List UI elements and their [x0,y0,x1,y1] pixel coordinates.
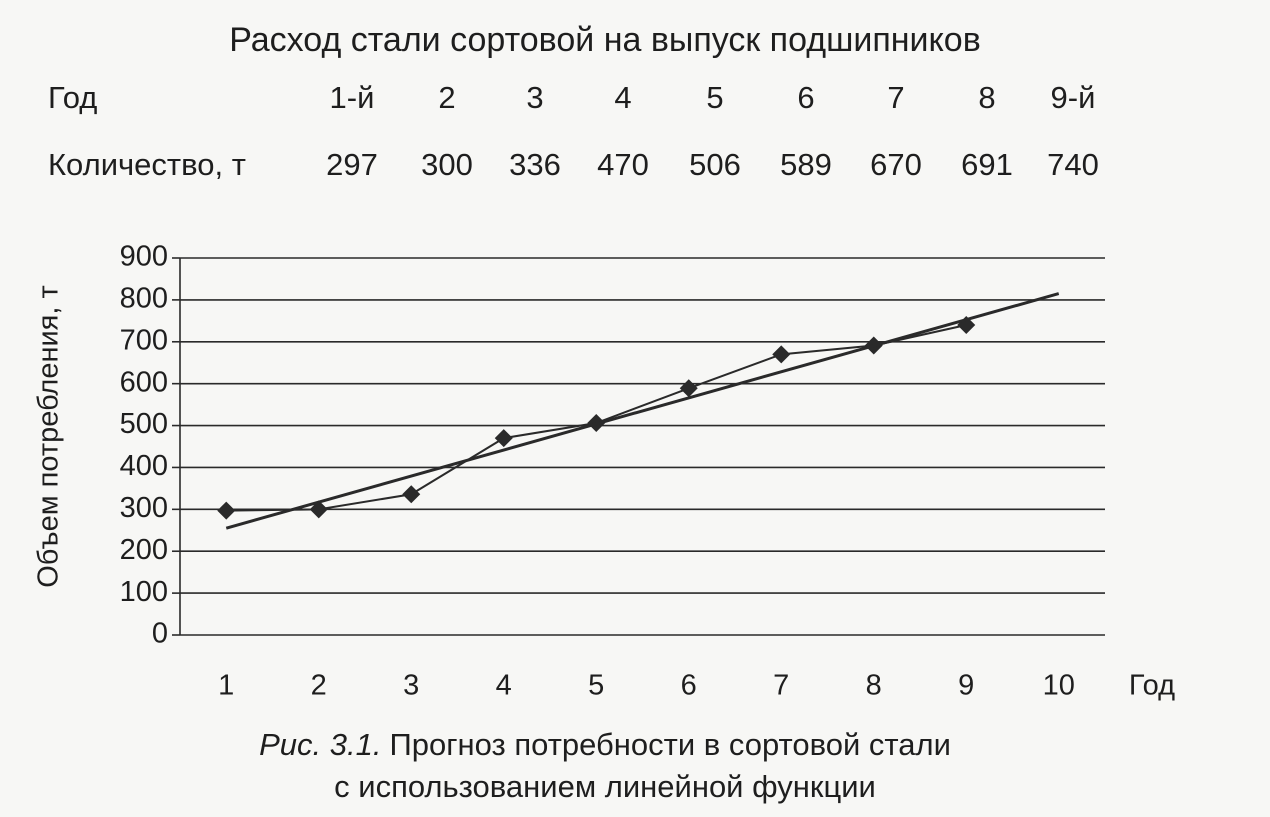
x-tick-label: 9 [958,670,974,702]
chart: 0 100 200 300 400 500 600 700 800 900 1 2 3 4 5 6 7 8 9 10 Г… [33,241,1176,702]
table-cell: 300 [421,147,473,182]
x-tick-label: 4 [496,670,512,702]
table-cell: 589 [780,147,832,182]
table-cell: 691 [961,147,1013,182]
table-cell: 7 [887,80,904,115]
y-tick-label: 300 [120,492,168,524]
table-cell: 1-й [330,80,375,115]
data-point [772,345,791,364]
y-tick-label: 100 [120,576,168,608]
table-cell: 740 [1047,147,1099,182]
table-cell: 2 [438,80,455,115]
table-cell: 8 [978,80,995,115]
table-cell: 336 [509,147,561,182]
table-cell: 670 [870,147,922,182]
y-tick-label: 800 [120,283,168,315]
y-axis-label: Объем потребления, т [33,285,65,588]
table-cell: 6 [797,80,814,115]
x-tick-label: 2 [311,670,327,702]
x-axis-label: Год [1129,670,1175,702]
y-tick-label: 500 [120,408,168,440]
data-point [217,501,236,520]
series-line [225,292,1060,530]
data-point [402,485,421,504]
caption-text: Прогноз потребности в сортовой стали [389,727,950,762]
data-point [494,429,513,448]
caption-label: Рис. 3.1. [259,727,381,762]
x-tick-label: 8 [866,670,882,702]
table: Год 1-й 2 3 4 5 6 7 8 9-й Количество, т 297 300 336 47… [48,80,1099,182]
title: Расход стали сортовой на выпуск подшипни… [229,21,981,59]
x-tick-label: 5 [588,670,604,702]
table-cell: 297 [326,147,378,182]
table-cell: Год [48,80,97,115]
caption-text: с использованием линейной функции [334,769,876,804]
table-cell: Количество, т [48,147,246,182]
x-tick-label: 7 [773,670,789,702]
table-cell: 5 [706,80,723,115]
table-cell: 506 [689,147,741,182]
y-tick-label: 200 [120,534,168,566]
table-cell: 3 [526,80,543,115]
y-tick-label: 600 [120,366,168,398]
x-tick-label: 10 [1043,670,1075,702]
table-cell: 4 [614,80,631,115]
x-tick-label: 1 [218,670,234,702]
y-tick-label: 700 [120,324,168,356]
table-cell: 9-й [1051,80,1096,115]
caption-line: Рис. 3.1. Прогноз потребности в сортовой … [259,727,951,762]
y-tick-label: 400 [120,450,168,482]
x-tick-label: 6 [681,670,697,702]
x-tick-label: 3 [403,670,419,702]
y-tick-label: 0 [152,618,168,650]
y-tick-label: 900 [120,241,168,273]
table-cell: 470 [597,147,649,182]
data-point [679,379,698,398]
